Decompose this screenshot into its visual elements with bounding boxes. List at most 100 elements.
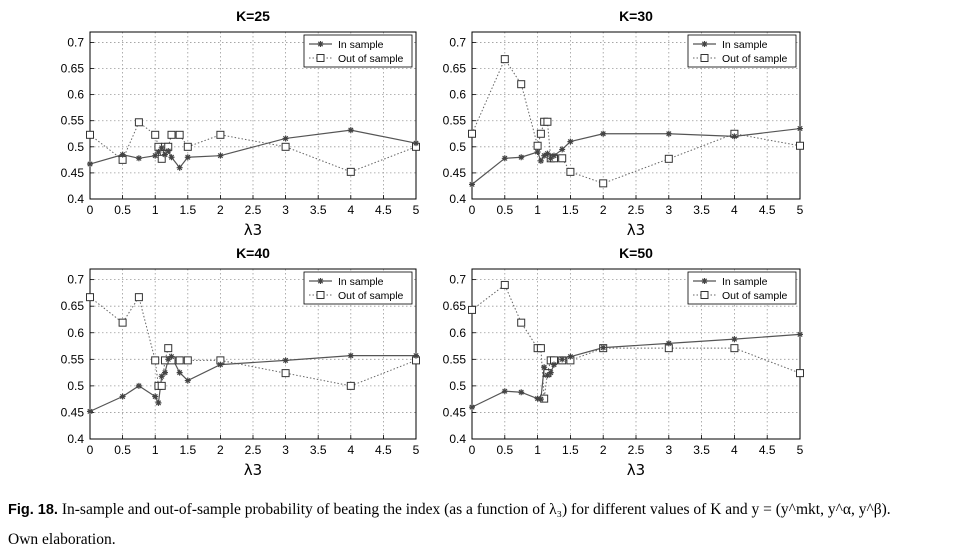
x-tick-label: 4	[731, 203, 738, 217]
y-tick-label: 0.45	[61, 405, 85, 419]
in-sample-point	[158, 373, 165, 380]
x-tick-label: 2	[600, 443, 607, 457]
x-axis-label: λ3	[627, 221, 645, 239]
y-tick-label: 0.45	[443, 405, 467, 419]
out-of-sample-point	[500, 280, 509, 289]
in-sample-point	[600, 130, 607, 137]
x-tick-label: 2	[217, 443, 224, 457]
in-sample-point	[165, 356, 172, 363]
in-sample-point	[534, 149, 541, 156]
in-sample-point	[537, 157, 544, 164]
y-tick-label: 0.65	[443, 62, 467, 76]
legend: In sample Out of sample	[687, 271, 797, 305]
y-tick-label: 0.65	[61, 299, 85, 313]
in-sample-point	[518, 154, 525, 161]
in-sample-point	[469, 181, 475, 188]
legend-out-of-sample-marker	[316, 54, 325, 62]
y-tick-label: 0.45	[443, 166, 467, 180]
out-of-sample-point	[86, 293, 94, 302]
out-of-sample-point	[151, 130, 160, 139]
in-sample-point	[547, 155, 554, 162]
out-of-sample-point	[281, 369, 290, 378]
legend-out-of-sample-marker	[700, 54, 709, 62]
y-tick-label: 0.4	[449, 432, 466, 446]
x-tick-label: 0.5	[114, 443, 131, 457]
x-tick-label: 1	[534, 203, 541, 217]
x-tick-label: 4	[347, 443, 354, 457]
in-sample-point	[547, 369, 554, 376]
y-tick-label: 0.4	[449, 192, 466, 206]
in-sample-point	[501, 388, 508, 395]
in-sample-point	[600, 344, 607, 351]
in-sample-point	[282, 357, 289, 364]
x-tick-label: 2.5	[245, 203, 262, 217]
legend-in-sample-marker	[317, 278, 324, 284]
subplot-2: K=30 0 0.5 1 1.5 2 2.5 3 3.5 4 4.5 5 0.4 0.45 0.5 0.55 0…	[443, 8, 804, 239]
subplot-4: K=50 0 0.5 1 1.5 2 2.5 3 3.5 4 4.5 5 0.4 0.45 0.5 0.55 0…	[443, 245, 804, 479]
x-tick-label: 3.5	[310, 203, 327, 217]
y-tick-label: 0.4	[67, 432, 84, 446]
out-of-sample-point	[175, 356, 184, 365]
in-sample-point	[119, 393, 126, 400]
x-tick-label: 4	[731, 443, 738, 457]
out-of-sample-point	[175, 130, 184, 139]
out-of-sample-point	[536, 129, 545, 138]
in-sample-point	[347, 352, 354, 359]
x-tick-label: 2.5	[628, 443, 645, 457]
legend-out-of-sample-label: Out of sample	[338, 53, 404, 65]
out-of-sample-point	[346, 167, 355, 176]
x-axis-label: λ3	[244, 461, 262, 479]
y-tick-label: 0.6	[449, 88, 466, 102]
out-of-sample-point	[533, 141, 542, 150]
subplot-1: K=25 0 0.5 1 1.5 2 2.5 3 3.5 4 4.5 5 0.4 0.45 0.5 0.55 0…	[61, 8, 420, 239]
out-of-sample-point	[151, 356, 160, 365]
series-out-of-sample-line	[471, 284, 801, 399]
in-sample-point	[161, 369, 168, 376]
out-of-sample-point	[599, 179, 608, 188]
in-sample-point	[347, 127, 354, 134]
figure-caption-text: In-sample and out-of-sample probability …	[61, 501, 891, 518]
x-tick-label: 5	[413, 443, 420, 457]
legend-in-sample-marker	[701, 41, 708, 47]
in-sample-point	[551, 152, 557, 159]
legend-out-of-sample-label: Out of sample	[722, 290, 788, 302]
x-tick-label: 5	[797, 203, 804, 217]
x-tick-label: 2	[600, 203, 607, 217]
y-tick-label: 0.5	[67, 379, 84, 393]
legend-in-sample-marker	[701, 278, 708, 284]
in-sample-point	[567, 353, 574, 360]
x-tick-label: 4.5	[759, 443, 776, 457]
x-tick-label: 4.5	[375, 443, 392, 457]
out-of-sample-point	[86, 130, 94, 139]
out-of-sample-point	[216, 130, 225, 139]
figure-source: Own elaboration.	[8, 531, 116, 548]
y-tick-label: 0.65	[61, 62, 85, 76]
legend: In sample Out of sample	[687, 34, 797, 68]
y-tick-label: 0.4	[67, 192, 84, 206]
x-tick-label: 3	[282, 443, 289, 457]
out-of-sample-point	[558, 154, 567, 163]
in-sample-point	[665, 340, 672, 347]
subplot-3: K=40 0 0.5 1 1.5 2 2.5 3 3.5 4 4.5 5 0.4 0.45 0.5 0.55 0…	[61, 245, 420, 479]
out-of-sample-point	[346, 381, 355, 390]
subplot-title: K=25	[236, 8, 270, 24]
in-sample-point	[184, 154, 191, 161]
in-sample-point	[184, 377, 191, 384]
x-axis-label: λ3	[244, 221, 262, 239]
y-tick-label: 0.7	[67, 35, 84, 49]
out-of-sample-point	[543, 117, 552, 126]
in-sample-point	[534, 395, 541, 402]
in-sample-point	[87, 408, 93, 415]
x-tick-label: 0	[469, 443, 476, 457]
legend-out-of-sample-marker	[316, 291, 325, 299]
x-tick-label: 3.5	[693, 203, 710, 217]
in-sample-point	[155, 149, 162, 156]
out-of-sample-point	[796, 141, 804, 150]
x-tick-label: 1.5	[562, 203, 579, 217]
x-tick-label: 4.5	[375, 203, 392, 217]
x-tick-label: 1.5	[562, 443, 579, 457]
out-of-sample-point	[183, 142, 192, 151]
series-out-of-sample-line	[89, 121, 417, 173]
x-tick-label: 3	[282, 203, 289, 217]
in-sample-point	[168, 154, 175, 161]
